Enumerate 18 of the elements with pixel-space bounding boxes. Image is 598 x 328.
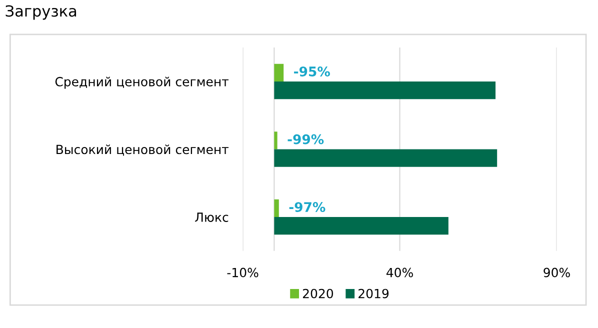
- bar: [274, 199, 279, 218]
- bar: [274, 64, 284, 82]
- annotation: -95%: [294, 66, 330, 76]
- legend-label: 2020: [302, 288, 334, 298]
- y-tick-label: Высокий ценовой сегмент: [56, 144, 229, 156]
- x-tick-label: -10%: [227, 268, 258, 278]
- bar: [274, 217, 448, 235]
- bar: [274, 132, 278, 150]
- text: Загрузка: [6, 5, 76, 20]
- annotation: -99%: [288, 134, 324, 144]
- x-tick-label: 90%: [544, 268, 570, 278]
- annotation: -97%: [289, 202, 326, 212]
- bar: [274, 81, 496, 100]
- bar: [274, 149, 498, 167]
- y-tick-label: Средний ценовой сегмент: [55, 76, 229, 89]
- legend-label: 2019: [358, 288, 389, 298]
- y-tick-label: Люкс: [195, 212, 228, 222]
- x-tick-label: 40%: [386, 268, 413, 278]
